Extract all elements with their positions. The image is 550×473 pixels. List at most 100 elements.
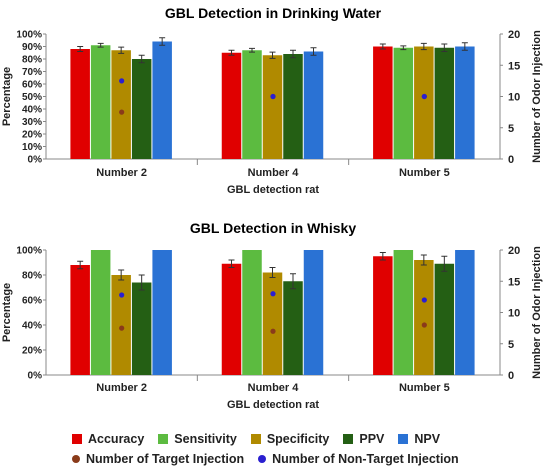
y2-tick-label: 15 [508,276,520,288]
legend-swatch-accuracy [72,434,82,444]
bar-specificity [262,55,283,159]
x-tick-label: Number 2 [96,167,147,179]
legend-item-ppv: PPV [343,432,384,446]
bar-specificity [111,275,131,375]
legend-label-sensitivity: Sensitivity [174,432,237,446]
y-tick-label: 20% [22,130,42,141]
legend-label-npv: NPV [414,432,441,446]
bar-npv [455,46,475,159]
y2-tick-label: 0 [508,370,514,382]
y-tick-label: 100% [16,30,42,41]
bar-specificity [414,260,434,375]
bar-accuracy [70,265,90,375]
bar-ppv [283,281,303,375]
legend-label-ppv: PPV [359,432,385,446]
bar-accuracy [373,256,393,375]
point-target-injection [119,325,125,331]
legend-swatch-specificity [250,434,261,444]
y-tick-label: 0% [28,155,43,166]
bar-sensitivity [90,250,111,375]
legend-item-npv: NPV [398,432,440,446]
legend-marker-target-injection [72,455,80,463]
legend-marker-non-target-injection [258,455,267,463]
legend-item-non-target-injection: Number of Non-Target Injection [258,452,459,466]
bar-ppv [434,263,455,375]
bar-accuracy [70,49,90,159]
chart-title: GBL Detection in Drinking Water [165,5,382,21]
x-tick-label: Number 5 [399,167,450,179]
x-tick-label: Number 4 [248,167,300,179]
legend-label-specificity: Specificity [266,432,330,446]
legend-row-bars: Accuracy Sensitivity Specificity PPV NPV [72,432,454,446]
y2-tick-label: 20 [508,245,520,257]
point-target-injection [421,322,427,328]
bar-ppv [131,59,152,159]
y-axis-label: Percentage [1,283,13,342]
x-axis-label: GBL detection rat [227,184,319,196]
point-non-target-injection [421,93,427,100]
bar-specificity [111,50,131,159]
bar-ppv [131,282,152,375]
bar-accuracy [221,52,242,159]
legend-item-sensitivity: Sensitivity [158,432,237,446]
point-non-target-injection [270,93,276,100]
y-tick-label: 20% [22,346,42,357]
bar-ppv [283,54,303,159]
y-tick-label: 60% [22,80,42,91]
y-tick-label: 10% [22,142,42,153]
bar-npv [303,250,324,375]
point-target-injection [270,328,276,334]
y2-tick-label: 10 [508,308,520,320]
y2-tick-label: 5 [508,123,514,135]
y-tick-label: 70% [22,67,42,78]
y-tick-label: 0% [28,371,43,382]
x-tick-label: Number 5 [399,382,450,394]
bar-specificity [414,46,434,159]
y2-tick-label: 10 [508,92,520,104]
y2-axis-label: Number of Odor Injection [531,30,543,163]
legend-label-target-injection: Number of Target Injection [86,452,245,466]
x-tick-label: Number 2 [96,382,147,394]
bar-specificity [262,272,283,375]
bar-sensitivity [393,47,414,159]
bar-npv [455,250,475,375]
bar-ppv [434,47,455,159]
legend-item-target-injection: Number of Target Injection [72,452,244,466]
point-target-injection [119,109,125,115]
y-tick-label: 80% [22,271,42,282]
bar-sensitivity [242,250,262,375]
bar-npv [152,250,172,375]
point-non-target-injection [119,292,125,298]
y2-tick-label: 0 [508,154,514,166]
bar-sensitivity [393,250,414,375]
legend-label-non-target-injection: Number of Non-Target Injection [272,452,459,466]
y2-tick-label: 15 [508,60,520,72]
y-tick-label: 30% [22,117,42,128]
chart-title: GBL Detection in Whisky [190,220,356,236]
x-axis-label: GBL detection rat [227,399,319,411]
y-tick-label: 80% [22,55,42,66]
x-tick-label: Number 4 [248,382,300,394]
y-tick-label: 60% [22,296,42,307]
bar-npv [303,51,324,159]
y-tick-label: 40% [22,321,42,332]
legend: Accuracy Sensitivity Specificity PPV NPV… [0,428,550,473]
point-non-target-injection [421,297,427,303]
y2-axis-label: Number of Odor Injection [531,246,543,379]
legend-swatch-npv [398,434,409,444]
legend-swatch-sensitivity [158,434,169,444]
bar-sensitivity [242,50,262,159]
y-tick-label: 90% [22,42,42,53]
bar-accuracy [221,263,242,375]
bar-accuracy [373,46,393,159]
legend-label-accuracy: Accuracy [88,432,145,446]
y-tick-label: 40% [22,105,42,116]
legend-item-accuracy: Accuracy [72,432,144,446]
y-axis-label: Percentage [1,67,13,126]
bar-npv [152,41,172,159]
point-non-target-injection [119,78,125,84]
y-tick-label: 50% [22,92,42,103]
point-non-target-injection [270,291,276,297]
y2-tick-label: 20 [508,29,520,41]
